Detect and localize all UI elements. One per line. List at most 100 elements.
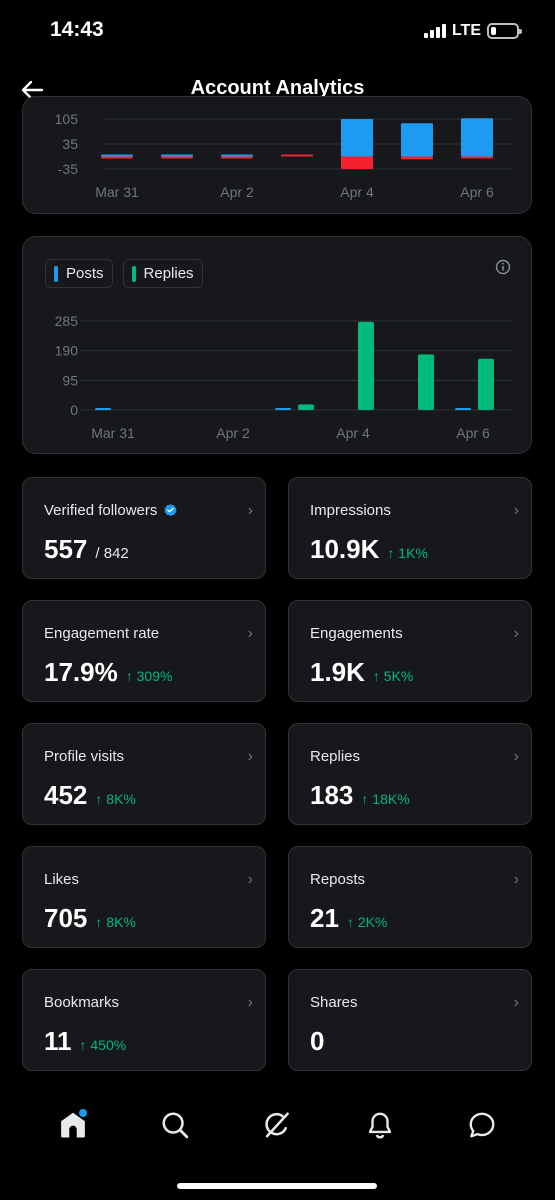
grok-icon: [265, 1112, 290, 1138]
chart-card-net: 105 35 -35 Mar 31 Apr 2 Apr 4 Apr 6: [22, 96, 532, 214]
home-icon: [61, 1112, 85, 1138]
stat-card-shares[interactable]: Shares › 0: [288, 969, 532, 1071]
chart-card-posts-replies: Posts Replies 285 190 95 0 Mar 31 Apr 2 Apr 4 A…: [22, 236, 532, 454]
tab-notifications[interactable]: [355, 1100, 405, 1150]
x-tick-label: Apr 6: [460, 184, 494, 200]
stat-value-row: 557 / 842: [44, 534, 129, 565]
chevron-right-icon: ›: [247, 994, 253, 1011]
y-tick-label: 190: [55, 343, 79, 359]
stat-card-reposts[interactable]: Reposts › 21 ↑ 2K%: [288, 846, 532, 948]
stat-value: 705: [44, 903, 88, 933]
stat-value: 21: [310, 903, 339, 933]
bar-series-1: [281, 154, 313, 157]
chevron-right-icon: ›: [247, 625, 253, 642]
stat-value-row: 17.9% ↑ 309%: [44, 657, 172, 688]
stat-change: ↑ 8K%: [95, 914, 136, 930]
stat-value-row: 21 ↑ 2K%: [310, 903, 387, 934]
bottom-tab-bar: [0, 1085, 555, 1165]
bar-posts: [95, 408, 111, 410]
stat-card-impressions[interactable]: Impressions › 10.9K ↑ 1K%: [288, 477, 532, 579]
chevron-right-icon: ›: [513, 625, 519, 642]
tab-search[interactable]: [150, 1100, 200, 1150]
stat-card-profile-visits[interactable]: Profile visits › 452 ↑ 8K%: [22, 723, 266, 825]
stat-label: Likes: [44, 871, 80, 888]
stat-label: Verified followers: [44, 502, 178, 519]
stat-value-row: 1.9K ↑ 5K%: [310, 657, 413, 688]
stat-card-bookmarks[interactable]: Bookmarks › 11 ↑ 450%: [22, 969, 266, 1071]
chevron-right-icon: ›: [513, 502, 519, 519]
x-tick-label: Mar 31: [91, 425, 135, 441]
stat-change: ↑ 2K%: [346, 914, 388, 930]
stat-card-verified-followers[interactable]: Verified followers › 557 / 842: [22, 477, 266, 579]
bar-series-1: [101, 156, 133, 159]
bar-series-1: [161, 156, 193, 159]
bar-replies: [358, 321, 374, 410]
bar-series-1: [461, 156, 493, 159]
chevron-right-icon: ›: [247, 502, 253, 519]
chevron-right-icon: ›: [513, 748, 519, 765]
bar-series-1: [221, 156, 253, 159]
stat-change: ↑ 5K%: [372, 668, 414, 684]
stat-value: 183: [310, 780, 354, 810]
back-button[interactable]: [14, 74, 50, 106]
search-icon: [162, 1112, 189, 1139]
status-indicators: LTE: [423, 22, 522, 40]
tab-messages[interactable]: [457, 1100, 507, 1150]
page-title: Account Analytics: [190, 77, 365, 99]
stat-value: 11: [44, 1026, 72, 1056]
tab-home[interactable]: [48, 1100, 98, 1150]
y-tick-label: 285: [55, 313, 79, 329]
posts-replies-chart: 285 190 95 0 Mar 31 Apr 2 Apr 4 Apr 6: [55, 313, 513, 441]
y-tick-label: -35: [58, 161, 78, 177]
stat-card-engagement-rate[interactable]: Engagement rate › 17.9% ↑ 309%: [22, 600, 266, 702]
chevron-right-icon: ›: [247, 748, 253, 765]
legend-replies-label: Replies: [143, 265, 194, 282]
bar-posts: [275, 408, 291, 410]
stat-label: Replies: [310, 748, 361, 765]
stat-value-row: 183 ↑ 18K%: [310, 780, 410, 811]
x-tick-label: Apr 2: [220, 184, 254, 200]
bar-replies: [298, 404, 314, 410]
legend-replies-swatch: [131, 265, 136, 282]
bar-series-0: [401, 123, 433, 157]
x-tick-label: Mar 31: [95, 184, 139, 200]
stat-value-row: 10.9K ↑ 1K%: [310, 534, 428, 565]
stat-card-engagements[interactable]: Engagements › 1.9K ↑ 5K%: [288, 600, 532, 702]
y-tick-label: 95: [62, 372, 78, 388]
stat-label: Bookmarks: [44, 994, 120, 1011]
legend-posts-label: Posts: [66, 265, 104, 282]
tab-grok[interactable]: [252, 1100, 302, 1150]
stat-value: 0: [310, 1026, 325, 1056]
stat-suffix: / 842: [95, 545, 129, 562]
bar-series-0: [221, 154, 253, 157]
stat-value: 1.9K: [310, 657, 365, 687]
stat-label: Shares: [310, 994, 358, 1011]
chevron-right-icon: ›: [513, 994, 519, 1011]
stat-card-likes[interactable]: Likes › 705 ↑ 8K%: [22, 846, 266, 948]
y-tick-label: 0: [70, 402, 78, 418]
bar-series-0: [461, 118, 493, 157]
legend-posts-swatch: [54, 265, 58, 282]
bar-series-0: [341, 119, 373, 157]
stat-label-text: Verified followers: [44, 502, 158, 519]
signal-icon: [423, 24, 446, 38]
stat-label: Impressions: [310, 502, 391, 519]
messages-icon: [469, 1112, 495, 1138]
battery-icon: [487, 23, 522, 39]
bar-series-1: [401, 156, 433, 160]
stat-label: Engagements: [310, 625, 403, 642]
info-icon[interactable]: [495, 259, 511, 280]
stat-value-row: 705 ↑ 8K%: [44, 903, 136, 934]
status-time: 14:43: [50, 18, 104, 41]
bell-icon: [368, 1112, 391, 1139]
stat-change: ↑ 450%: [79, 1037, 127, 1053]
legend-replies[interactable]: Replies: [122, 259, 203, 288]
bar-series-0: [101, 154, 133, 157]
stat-change: ↑ 8K%: [95, 791, 136, 807]
y-tick-label: 35: [62, 136, 78, 152]
stat-card-replies[interactable]: Replies › 183 ↑ 18K%: [288, 723, 532, 825]
bar-posts: [455, 408, 471, 410]
legend-posts[interactable]: Posts: [45, 259, 113, 288]
status-bar: 14:43 LTE: [0, 0, 555, 64]
chevron-right-icon: ›: [247, 871, 253, 888]
